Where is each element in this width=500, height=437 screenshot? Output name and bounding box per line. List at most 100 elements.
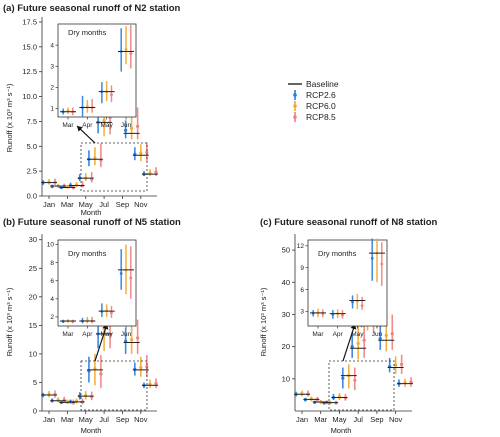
y-tick-label: 20: [29, 292, 37, 301]
y-tick-label: 10.0: [22, 92, 37, 101]
inset-frame: [57, 239, 137, 327]
inset-1: Dry months 2 4 6 8 10 Mar Apr May Jun: [47, 239, 137, 338]
series-1-point: [394, 363, 398, 367]
y-axis-label: Runoff (x 10³ m³ s⁻¹): [5, 83, 14, 152]
series-1-point: [130, 338, 134, 342]
inset-series-2-point: [380, 262, 384, 266]
inset-title: Dry months: [318, 249, 357, 258]
x-tick-label: Mar: [314, 415, 327, 424]
inset-x-tick-label: Mar: [62, 122, 74, 129]
series-2-point: [353, 378, 357, 383]
x-tick-label: Sep: [370, 415, 383, 424]
y-tick-label: 5: [33, 378, 37, 387]
x-tick-label: Mar: [61, 415, 74, 424]
x-tick-label: Jan: [43, 200, 55, 209]
y-tick-label: 2.5: [27, 167, 37, 176]
inset-y-tick-label: 10: [47, 242, 55, 249]
series-1-point: [102, 118, 106, 123]
inset-y-tick-label: 8: [50, 260, 54, 267]
inset-2: Dry months 3 6 9 12 Mar Apr May Jun: [297, 238, 388, 338]
panel-2: (c) Future seasonal runoff of N8 station…: [259, 217, 438, 435]
legend-item-rcp60: RCP6.0: [293, 101, 336, 111]
inset-series-0-point: [370, 256, 374, 260]
inset-x-tick-label: Mar: [62, 331, 74, 338]
series-1-point: [65, 400, 69, 404]
series-0-point: [124, 128, 128, 132]
inset-series-0-point: [119, 272, 123, 275]
inset-series-2-point: [129, 276, 133, 280]
inset-x-tick-label: Jun: [121, 122, 132, 129]
y-tick-label: 10: [29, 349, 37, 358]
y-tick-label: 15.0: [22, 42, 37, 51]
inset-x-tick-label: Apr: [82, 331, 93, 338]
zoom-arrow: [94, 323, 108, 362]
inset-x-tick-label: Apr: [82, 122, 93, 129]
y-tick-label: 5.0: [27, 142, 37, 151]
y-tick-label: 25: [29, 264, 37, 273]
x-tick-label: Jul: [99, 415, 109, 424]
series-1-point: [139, 366, 143, 370]
inset-x-tick-label: Mar: [312, 331, 324, 338]
legend-label: Baseline: [306, 79, 339, 89]
series-1-point: [74, 399, 79, 403]
panel-title: (c) Future seasonal runoff of N8 station: [260, 217, 438, 228]
series-2-point: [62, 398, 66, 402]
inset-x-tick-label: May: [101, 331, 114, 338]
y-tick-label: 40: [282, 278, 290, 287]
zoom-arrow: [342, 323, 356, 362]
legend-item-rcp85: RCP8.5: [293, 112, 336, 122]
x-tick-label: Jan: [43, 415, 55, 424]
legend-label: RCP2.6: [306, 90, 336, 100]
panel-1: (b) Future seasonal runoff of N5 station…: [3, 217, 181, 435]
inset-frame: [57, 23, 137, 118]
inset-y-tick-label: 2: [50, 85, 54, 92]
series-2-point: [53, 392, 57, 397]
series-1-point: [47, 392, 51, 397]
series-2-point: [154, 381, 158, 386]
inset-series-2-point: [360, 304, 364, 307]
inset-y-tick-label: 9: [300, 265, 304, 272]
inset-0: Dry months 1 2 3 4 Mar Apr May Jun: [50, 23, 137, 129]
y-tick-label: 0: [33, 407, 37, 416]
inset-x-tick-label: May: [351, 331, 364, 338]
series-0-point: [378, 336, 382, 341]
series-1-point: [139, 151, 143, 155]
x-tick-label: May: [79, 415, 93, 424]
series-1-point: [356, 341, 360, 346]
series-1-point: [384, 333, 388, 337]
inset-y-tick-label: 6: [50, 278, 54, 285]
series-0-point: [341, 376, 345, 380]
series-2-point: [145, 364, 149, 369]
inset-frame: [307, 239, 388, 327]
inset-y-tick-label: 4: [50, 296, 54, 303]
legend-swatch-point: [293, 115, 297, 119]
series-0-point: [350, 345, 354, 349]
zoom-box: [80, 360, 148, 411]
inset-y-tick-label: 3: [300, 309, 304, 316]
legend-item-rcp26: RCP2.6: [293, 90, 336, 100]
panel-title: (a) Future seasonal runoff of N2 station: [3, 3, 181, 14]
legend-swatch-point: [293, 93, 297, 97]
series-2-point: [390, 332, 394, 336]
inset-series-2-point: [129, 52, 133, 55]
x-axis-label: Month: [81, 426, 102, 435]
inset-x-tick-label: Apr: [333, 331, 344, 338]
x-tick-label: Jul: [353, 415, 363, 424]
x-tick-label: Nov: [389, 415, 403, 424]
y-tick-label: 7.5: [27, 117, 37, 126]
y-axis-label: Runoff (x 10³ m³ s⁻¹): [5, 287, 14, 356]
y-axis-label: Runoff (x 10³ m³ s⁻¹): [259, 287, 268, 356]
inset-y-tick-label: 12: [297, 243, 305, 250]
series-2-point: [136, 336, 140, 340]
panel-title: (b) Future seasonal runoff of N5 station: [3, 217, 181, 228]
legend-label: RCP8.5: [306, 112, 336, 122]
legend-swatch-point: [293, 104, 297, 108]
inset-y-tick-label: 1: [50, 106, 54, 113]
y-tick-label: 20: [282, 342, 290, 351]
inset-series-2-point: [110, 311, 113, 315]
series-2-point: [90, 395, 94, 399]
series-2-point: [400, 362, 404, 366]
series-1-point: [56, 398, 60, 402]
